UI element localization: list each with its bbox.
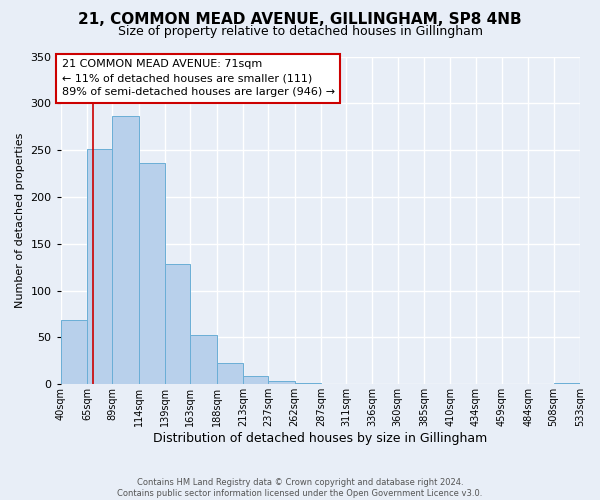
- Bar: [61, 320, 87, 384]
- Bar: [165, 264, 190, 384]
- Text: 21, COMMON MEAD AVENUE, GILLINGHAM, SP8 4NB: 21, COMMON MEAD AVENUE, GILLINGHAM, SP8 …: [78, 12, 522, 28]
- Text: Contains HM Land Registry data © Crown copyright and database right 2024.
Contai: Contains HM Land Registry data © Crown c…: [118, 478, 482, 498]
- Bar: [217, 363, 243, 384]
- Bar: [190, 334, 217, 384]
- Bar: [139, 164, 165, 384]
- Y-axis label: Number of detached properties: Number of detached properties: [15, 132, 25, 308]
- Bar: [268, 380, 295, 384]
- Text: 21 COMMON MEAD AVENUE: 71sqm
← 11% of detached houses are smaller (111)
89% of s: 21 COMMON MEAD AVENUE: 71sqm ← 11% of de…: [62, 60, 335, 98]
- Text: Size of property relative to detached houses in Gillingham: Size of property relative to detached ho…: [118, 25, 482, 38]
- Bar: [243, 376, 268, 384]
- X-axis label: Distribution of detached houses by size in Gillingham: Distribution of detached houses by size …: [153, 432, 487, 445]
- Bar: [87, 149, 112, 384]
- Bar: [112, 116, 139, 384]
